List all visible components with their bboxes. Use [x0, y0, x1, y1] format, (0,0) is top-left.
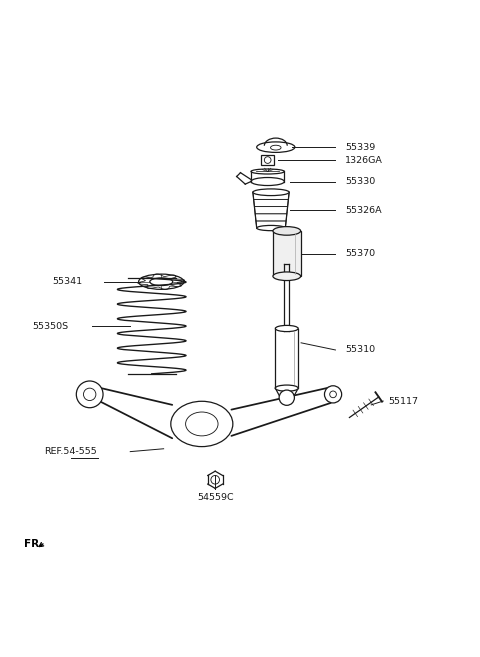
- Ellipse shape: [171, 401, 233, 447]
- Text: FR.: FR.: [24, 539, 44, 549]
- Ellipse shape: [253, 189, 289, 196]
- Polygon shape: [255, 214, 287, 221]
- Text: 55326A: 55326A: [345, 206, 382, 215]
- Ellipse shape: [251, 177, 284, 185]
- Ellipse shape: [257, 142, 295, 152]
- Ellipse shape: [251, 169, 284, 174]
- Circle shape: [279, 390, 294, 405]
- Circle shape: [264, 157, 271, 164]
- FancyArrowPatch shape: [39, 543, 44, 547]
- Ellipse shape: [150, 278, 173, 286]
- Polygon shape: [253, 193, 289, 200]
- Ellipse shape: [273, 272, 300, 281]
- Text: 55370: 55370: [345, 249, 375, 258]
- Bar: [273, 231, 300, 276]
- Text: 55330: 55330: [345, 177, 375, 186]
- Text: 55310: 55310: [345, 346, 375, 355]
- Ellipse shape: [273, 227, 300, 235]
- Text: 1326GA: 1326GA: [345, 156, 383, 164]
- Text: 55117: 55117: [388, 397, 418, 405]
- Polygon shape: [254, 206, 288, 214]
- Circle shape: [84, 388, 96, 401]
- Text: 55350S: 55350S: [32, 322, 68, 330]
- Circle shape: [324, 386, 342, 403]
- Ellipse shape: [257, 225, 285, 231]
- Polygon shape: [256, 221, 286, 228]
- Bar: [262, 155, 274, 165]
- Circle shape: [76, 381, 103, 408]
- Text: REF.54-555: REF.54-555: [44, 447, 97, 456]
- Ellipse shape: [139, 274, 184, 289]
- Text: 55339: 55339: [345, 143, 375, 152]
- Ellipse shape: [276, 325, 298, 332]
- Ellipse shape: [186, 412, 218, 436]
- Ellipse shape: [276, 385, 298, 392]
- Ellipse shape: [271, 145, 281, 150]
- Circle shape: [211, 476, 219, 484]
- Circle shape: [330, 391, 336, 397]
- Text: 54559C: 54559C: [197, 493, 233, 502]
- Polygon shape: [253, 200, 288, 206]
- Text: 55341: 55341: [52, 277, 83, 286]
